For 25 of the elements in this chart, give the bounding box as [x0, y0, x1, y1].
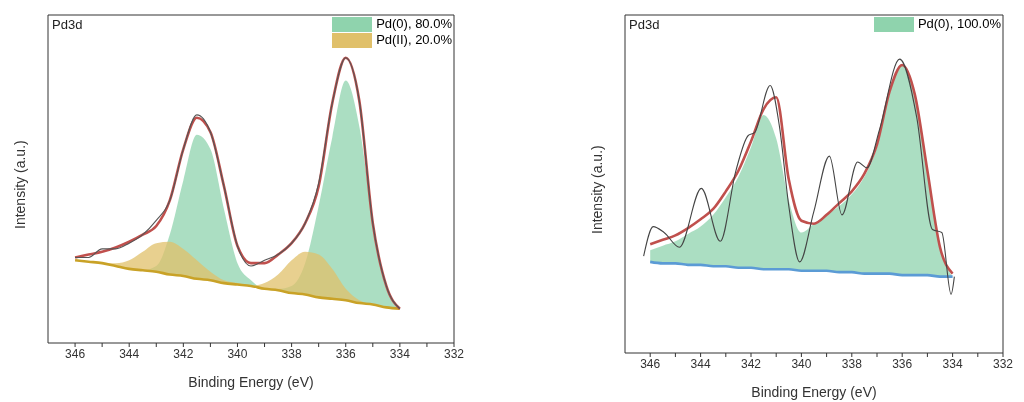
x-tick-label: 336	[335, 346, 357, 361]
x-tick-label: 334	[942, 356, 963, 371]
x-tick-label: 332	[443, 346, 465, 361]
x-tick-label: 344	[119, 346, 140, 361]
legend-label: Pd(II), 20.0%	[376, 32, 452, 48]
x-tick-label: 340	[791, 356, 812, 371]
chart-title: Pd3d	[52, 17, 83, 32]
x-tick-label: 334	[389, 346, 411, 361]
x-tick-label: 338	[841, 356, 863, 371]
x-tick-label: 336	[892, 356, 913, 371]
x-tick-label: 342	[173, 346, 194, 361]
x-tick-label: 346	[65, 346, 86, 361]
x-tick-label: 338	[281, 346, 302, 361]
chart-title: Pd3d	[629, 17, 660, 32]
x-axis-title: Binding Energy (eV)	[751, 384, 877, 400]
x-tick-label: 344	[690, 356, 711, 371]
y-axis-title: Intensity (a.u.)	[588, 145, 605, 234]
x-tick-label: 342	[740, 356, 762, 371]
x-tick-label: 346	[640, 356, 661, 371]
legend-label: Pd(0), 80.0%	[376, 16, 452, 32]
y-axis-title: Intensity (a.u.)	[11, 140, 28, 229]
x-axis-title: Binding Energy (eV)	[188, 374, 314, 390]
legend-label: Pd(0), 100.0%	[917, 16, 1001, 32]
x-tick-label: 340	[227, 346, 248, 361]
x-tick-label: 332	[992, 356, 1014, 371]
